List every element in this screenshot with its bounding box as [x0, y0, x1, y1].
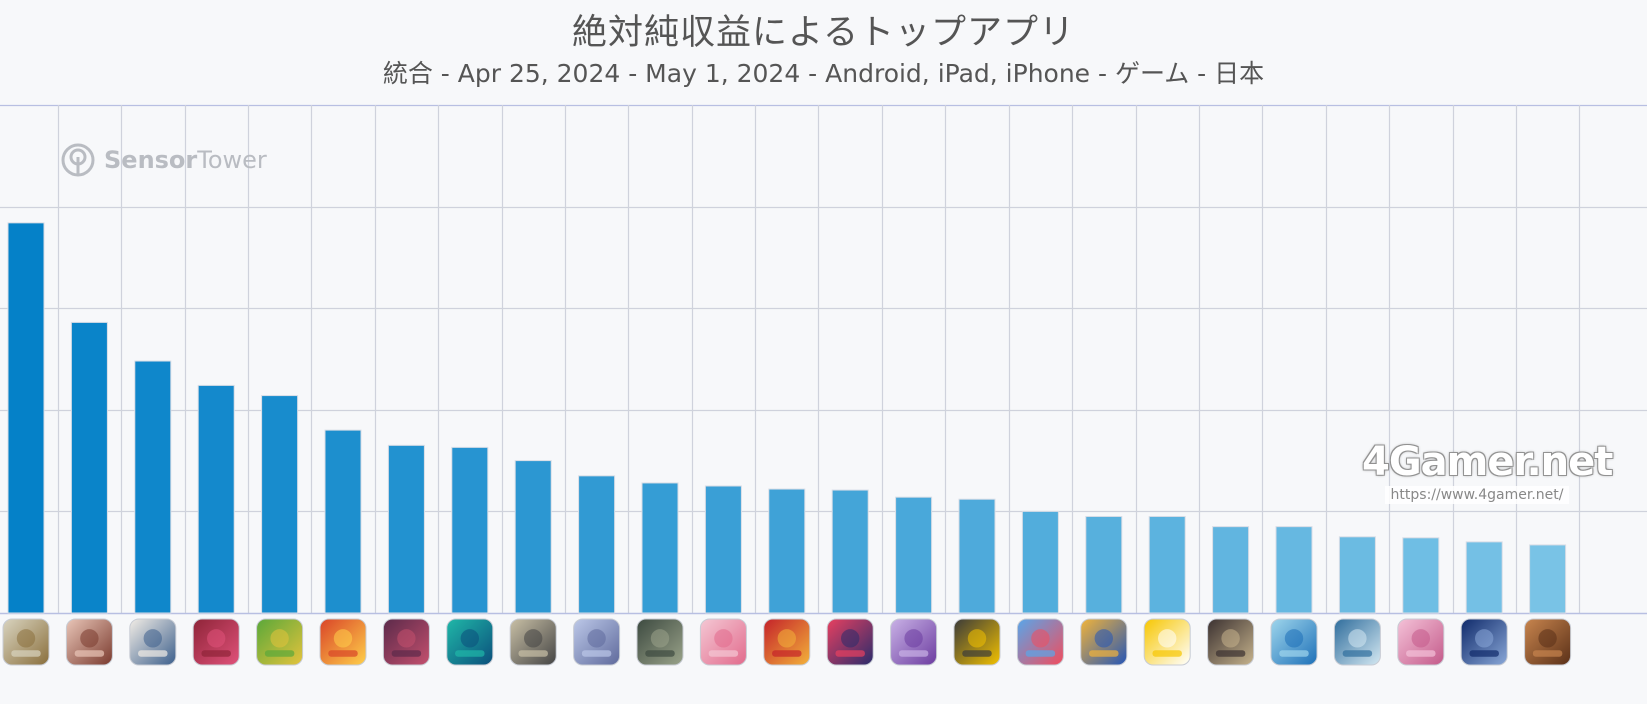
- bar-4[interactable]: [197, 384, 235, 614]
- green-dragon-quest-app-icon[interactable]: [446, 618, 494, 666]
- fourgamer-watermark: 4Gamer.net https://www.4gamer.net/: [1362, 439, 1613, 504]
- bar-13[interactable]: [768, 488, 806, 614]
- anime-group-app-icon[interactable]: [509, 618, 557, 666]
- chart-subtitle: 統合 - Apr 25, 2024 - May 1, 2024 - Androi…: [382, 59, 1265, 88]
- sensor-tower-watermark: SensorTower: [60, 140, 267, 180]
- bar-12[interactable]: [704, 485, 742, 614]
- bar-14[interactable]: [831, 489, 869, 614]
- bar-20[interactable]: [1212, 526, 1250, 614]
- fourgamer-logo: 4Gamer.net: [1362, 439, 1613, 485]
- honkai-star-rail-app-icon[interactable]: [699, 618, 747, 666]
- bar-25[interactable]: [1529, 544, 1567, 614]
- blue-archive-app-icon[interactable]: [573, 618, 621, 666]
- legend-of-mushroom-app-icon[interactable]: [256, 618, 304, 666]
- anime-girl-app-icon[interactable]: [1397, 618, 1445, 666]
- warrior-app-icon[interactable]: [1524, 618, 1572, 666]
- bar-9[interactable]: [514, 460, 552, 614]
- genshin-impact-app-icon[interactable]: [129, 618, 177, 666]
- baseball-app-icon[interactable]: [953, 618, 1001, 666]
- sensor-tower-wordmark-bold: Sensor: [104, 146, 198, 174]
- bar-24[interactable]: [1465, 541, 1503, 614]
- bar-6[interactable]: [324, 429, 362, 614]
- bar-15[interactable]: [895, 496, 933, 614]
- bar-21[interactable]: [1275, 526, 1313, 614]
- fate-grand-order-app-icon[interactable]: [2, 618, 50, 666]
- bar-8[interactable]: [451, 446, 489, 614]
- battle-cats-app-icon[interactable]: [1143, 618, 1191, 666]
- sensor-tower-logo-icon: [61, 143, 95, 177]
- character-girl-app-icon[interactable]: [65, 618, 113, 666]
- sensor-tower-wordmark: SensorTower: [104, 146, 267, 174]
- bar-1[interactable]: [7, 222, 45, 614]
- chart-title: 絶対純収益によるトップアプリ: [572, 13, 1075, 53]
- last-war-app-icon[interactable]: [1333, 618, 1381, 666]
- bar-16[interactable]: [958, 498, 996, 614]
- royal-match-app-icon[interactable]: [1080, 618, 1128, 666]
- konami-baseball-app-icon[interactable]: [1207, 618, 1255, 666]
- music-game-app-icon[interactable]: [826, 618, 874, 666]
- bar-7[interactable]: [387, 444, 425, 614]
- monster-strike-app-icon[interactable]: [319, 618, 367, 666]
- bar-18[interactable]: [1085, 515, 1123, 614]
- bar-22[interactable]: [1338, 536, 1376, 614]
- bar-10[interactable]: [578, 475, 616, 614]
- dragon-ball-app-icon[interactable]: [763, 618, 811, 666]
- sensor-tower-wordmark-light: Tower: [197, 146, 267, 174]
- bar-17[interactable]: [1021, 510, 1059, 614]
- bar-5[interactable]: [261, 395, 299, 614]
- bar-2[interactable]: [70, 321, 108, 614]
- arknights-app-icon[interactable]: [636, 618, 684, 666]
- bar-3[interactable]: [134, 360, 172, 614]
- fourgamer-url: https://www.4gamer.net/: [1384, 486, 1570, 504]
- hatsune-miku-app-icon[interactable]: [1270, 618, 1318, 666]
- uma-musume-app-icon[interactable]: [890, 618, 938, 666]
- bar-11[interactable]: [641, 482, 679, 614]
- merge-puzzle-app-icon[interactable]: [1016, 618, 1064, 666]
- dark-character-app-icon[interactable]: [382, 618, 430, 666]
- earth-game-app-icon[interactable]: [1460, 618, 1508, 666]
- puzzle-and-dragons-app-icon[interactable]: [192, 618, 240, 666]
- bar-19[interactable]: [1148, 515, 1186, 614]
- bar-23[interactable]: [1402, 537, 1440, 614]
